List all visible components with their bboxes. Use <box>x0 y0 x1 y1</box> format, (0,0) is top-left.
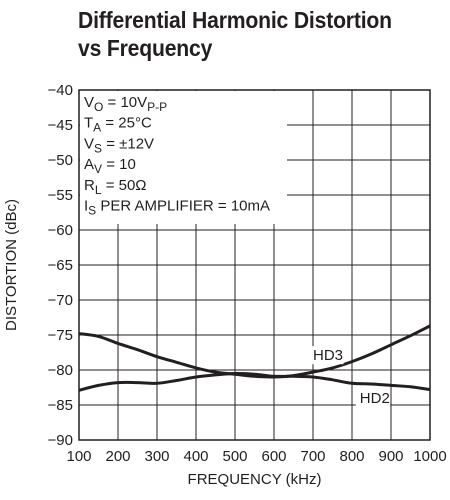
series-lines <box>78 324 431 392</box>
y-tick-label: −50 <box>48 152 73 169</box>
chart-title-line-2: vs Frequency <box>78 35 213 61</box>
series-labels: HD3 HD2 <box>309 346 391 407</box>
y-tick-label: −65 <box>48 257 73 274</box>
condition-line: VS = ±12V <box>84 135 154 155</box>
y-tick-label: −55 <box>48 187 73 204</box>
plot-frame <box>78 89 431 441</box>
series-label-bg <box>309 346 344 365</box>
condition-line: IS PER AMPLIFIER = 10mA <box>84 198 270 218</box>
y-tick-label: −75 <box>48 327 73 344</box>
conditions-box <box>80 91 287 224</box>
y-axis-label: DISTORTION (dBc) <box>3 199 20 331</box>
y-tick-label: −40 <box>48 82 73 99</box>
condition-line: AV = 10 <box>84 156 136 176</box>
y-tick-label: −85 <box>48 397 73 414</box>
series-label-hd3: HD3 <box>313 347 343 364</box>
series-label-hd2: HD2 <box>360 390 390 407</box>
y-tick-label: −80 <box>48 362 73 379</box>
condition-line: TA = 25°C <box>84 115 152 135</box>
x-tick-label: 400 <box>183 448 208 465</box>
x-tick-label: 200 <box>105 448 130 465</box>
condition-line: VO = 10VP-P <box>84 94 167 114</box>
y-tick-label: −60 <box>48 222 73 239</box>
chart-title-line-1: Differential Harmonic Distortion <box>78 7 392 33</box>
series-line-hd3 <box>78 324 431 379</box>
series-line-hd2 <box>78 371 431 392</box>
x-tick-label: 1000 <box>413 448 446 465</box>
x-tick-label: 600 <box>261 448 286 465</box>
y-tick-label: −70 <box>48 292 73 309</box>
condition-line: RL = 50Ω <box>84 177 147 197</box>
x-tick-label: 900 <box>378 448 403 465</box>
x-axis-label: FREQUENCY (kHz) <box>188 471 322 488</box>
grid-lines <box>78 89 431 441</box>
x-tick-label: 100 <box>66 448 91 465</box>
chart-title: Differential Harmonic Distortion vs Freq… <box>78 6 392 62</box>
series-label-bg <box>355 388 391 407</box>
y-tick-label: −90 <box>48 432 73 449</box>
x-tick-label: 800 <box>339 448 364 465</box>
x-tick-label: 700 <box>300 448 325 465</box>
x-tick-label: 500 <box>222 448 247 465</box>
y-tick-label: −45 <box>48 117 73 134</box>
tick-labels: 100 200 300 400 500 600 700 800 900 1000 −40 −45 −50… <box>48 82 447 465</box>
x-tick-label: 300 <box>144 448 169 465</box>
